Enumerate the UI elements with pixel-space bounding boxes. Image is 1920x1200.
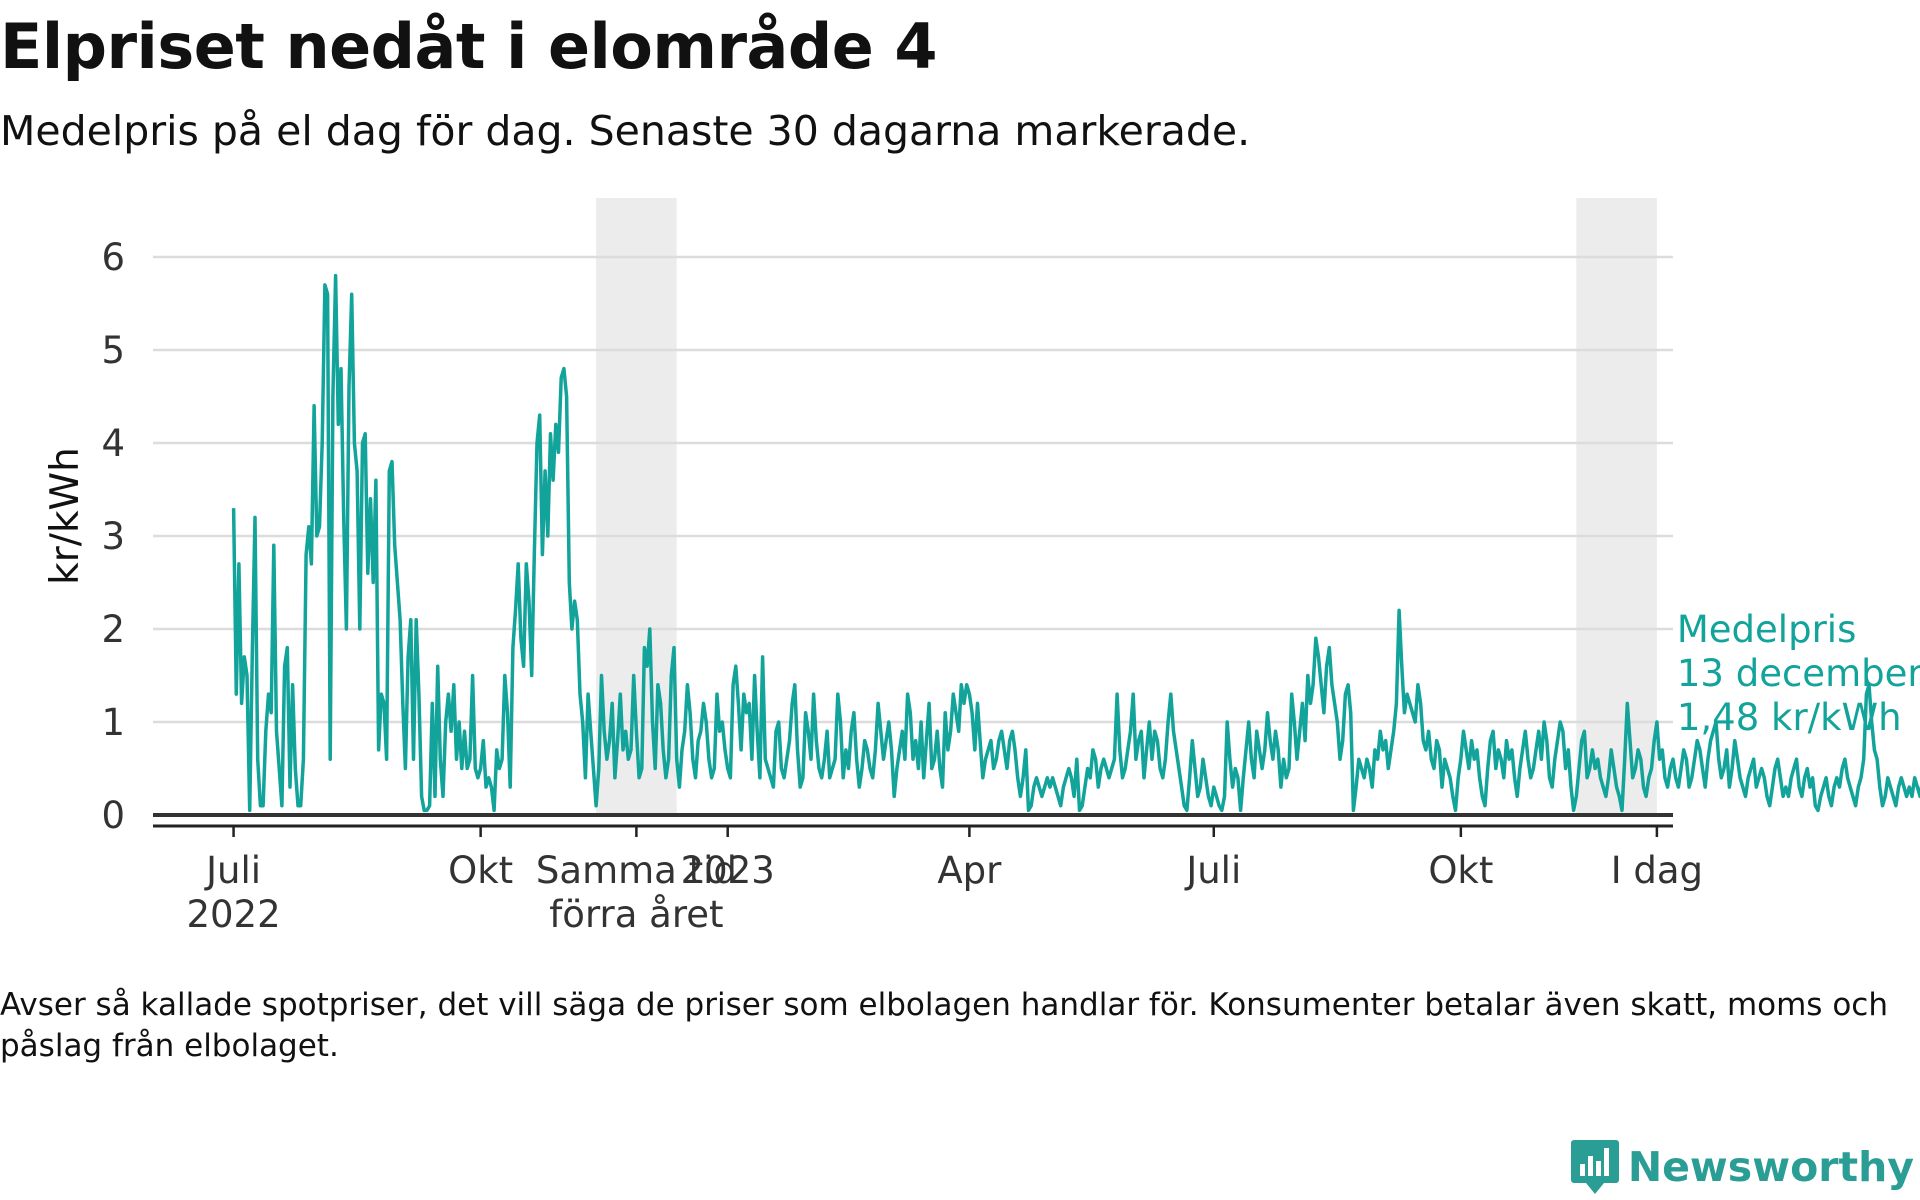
- series-line-medelpris: [231, 273, 1920, 813]
- y-tick-label-5: 5: [101, 329, 125, 372]
- x-tick-label-5: Juli: [1184, 849, 1241, 892]
- y-tick-label-6: 6: [101, 236, 125, 279]
- x-ticks: Juli 2022 Okt 2023 Apr Juli Okt I dag Samma tid f…: [186, 826, 1703, 936]
- y-tick-label-4: 4: [101, 422, 125, 465]
- x-tick-label-7: I dag: [1611, 849, 1703, 892]
- y-tick-label-1: 1: [101, 701, 125, 744]
- x-tick-label-2: Okt: [448, 849, 513, 892]
- y-gridlines: [153, 255, 1673, 724]
- brand-name: Newsworthy: [1627, 1143, 1914, 1191]
- annotation-text: Medelpris 13 december: 1,48 kr/kWh: [1677, 608, 1920, 739]
- chart-subtitle: Medelpris på el dag för dag. Senaste 30 …: [0, 107, 1251, 155]
- y-tick-label-2: 2: [101, 608, 125, 651]
- y-tick-labels: 0 1 2 3 4 5 6: [101, 236, 125, 837]
- highlight-bands: [596, 198, 1657, 815]
- y-tick-label-3: 3: [101, 515, 125, 558]
- brand-logo: Newsworthy: [1570, 1138, 1914, 1196]
- y-axis-label: kr/kWh: [43, 447, 88, 585]
- x-tick-label-1: Juli 2022: [186, 849, 280, 936]
- band-label-1: Samma tid förra året: [536, 849, 737, 936]
- latest-price-annotation: Medelpris 13 december: 1,48 kr/kWh: [1677, 608, 1920, 739]
- highlight-band-2: [1576, 198, 1657, 815]
- chart-title: Elpriset nedåt i elområde 4: [0, 10, 938, 83]
- x-tick-label-3: 2023: [681, 849, 775, 892]
- price-line-chart: 0 1 2 3 4 5 6 kr/kWh Juli 2022 Okt 2023 Apr Juli Okt…: [43, 198, 1920, 936]
- x-tick-label-4: Apr: [937, 849, 1002, 892]
- x-tick-label-6: Okt: [1428, 849, 1493, 892]
- y-tick-label-0: 0: [101, 794, 125, 837]
- newsworthy-logo-icon: [1570, 1140, 1619, 1194]
- footnote: Avser så kallade spotpriser, det vill sä…: [0, 987, 1888, 1064]
